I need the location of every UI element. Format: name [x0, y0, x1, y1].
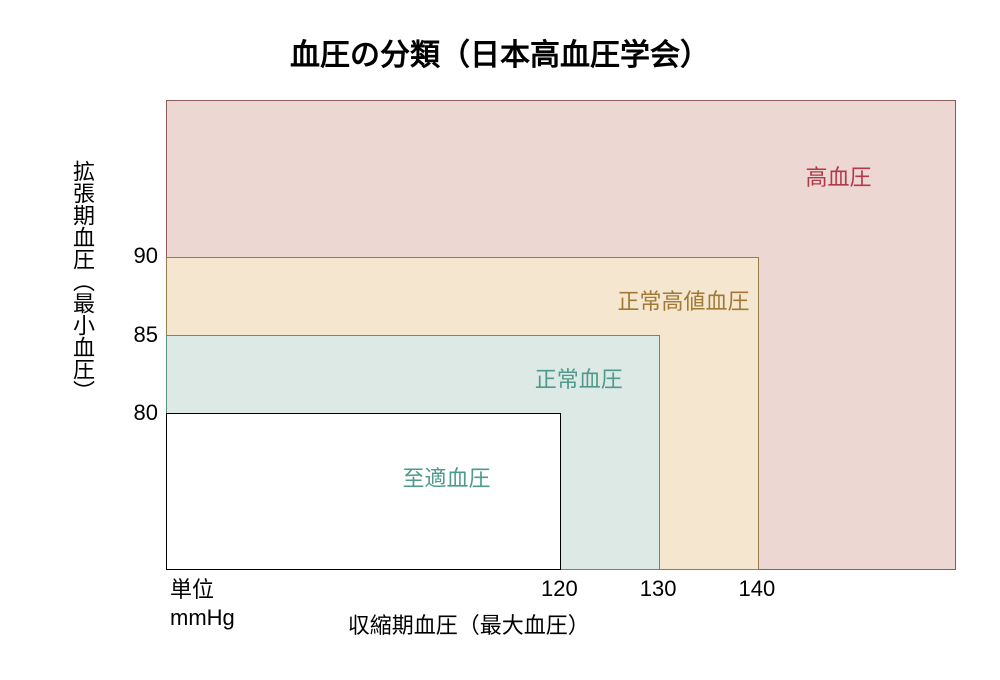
region-normal-label: 正常血圧	[535, 362, 623, 394]
ytick-1: 85	[134, 322, 158, 348]
xtick-0: 120	[541, 576, 578, 602]
xtick-1: 130	[640, 576, 677, 602]
chart-title: 血圧の分類（日本高血圧学会）	[0, 30, 1000, 74]
plot-area: 高血圧 正常高値血圧 正常血圧 至適血圧 80 85 90 120 130 14…	[166, 100, 956, 570]
xtick-2: 140	[739, 576, 776, 602]
x-axis-label: 収縮期血圧（最大血圧）	[348, 608, 590, 640]
region-optimal-label: 至適血圧	[402, 461, 490, 493]
ytick-0: 80	[134, 400, 158, 426]
region-optimal: 至適血圧	[166, 413, 561, 570]
unit-line-0: 単位	[170, 577, 214, 602]
unit-line-1: mmHg	[170, 605, 235, 630]
y-axis-label: 拡張期血圧（最小血圧）	[66, 160, 98, 402]
ytick-2: 90	[134, 243, 158, 269]
unit-label: 単位 mmHg	[170, 576, 235, 631]
region-high-normal-label: 正常高値血圧	[617, 284, 749, 316]
region-hypertension-label: 高血圧	[805, 160, 871, 192]
